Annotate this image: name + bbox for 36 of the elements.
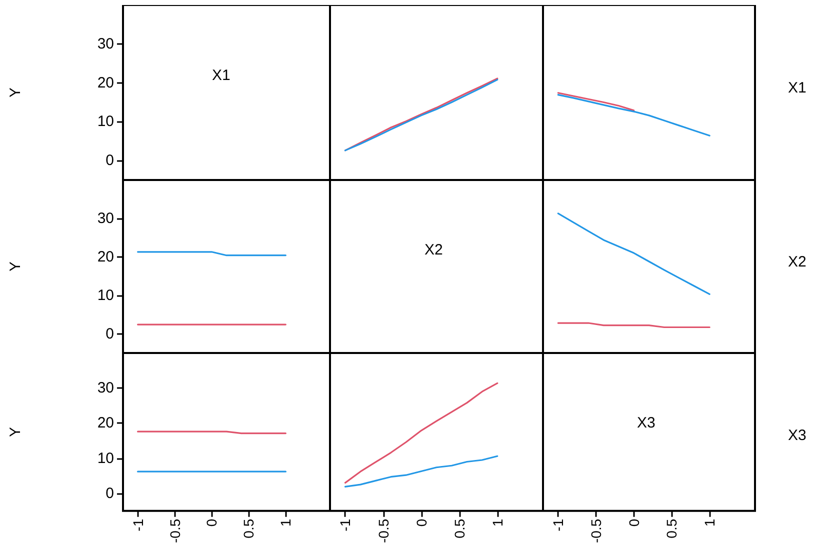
x-tick-label: 1: [702, 518, 718, 527]
annotation: X1: [212, 67, 230, 84]
x-tick-label: -0.5: [166, 518, 183, 543]
y-tick-label: 0: [106, 325, 114, 342]
x-tick-label: 1: [489, 518, 506, 527]
x-tick-label: 0: [204, 518, 220, 527]
annotation: X2: [424, 241, 443, 258]
x-tick-label: -1: [130, 518, 146, 532]
y-tick-label: 0: [106, 484, 114, 502]
x-tick-label: 0.5: [664, 518, 680, 538]
y-tick-label: 10: [97, 286, 114, 304]
y-tick-label: 0: [106, 152, 114, 170]
y-tick-label: 20: [97, 74, 114, 92]
y2-axis-title: X3: [788, 427, 806, 444]
x-tick-label: 0.5: [451, 518, 468, 538]
y-tick-label: 20: [97, 248, 114, 266]
x-tick-label: -1: [550, 518, 566, 532]
x-tick-label: 0: [626, 518, 642, 527]
y2-axis-title: X1: [788, 80, 806, 96]
y-tick-label: 10: [97, 113, 114, 130]
y-tick-label: 30: [97, 210, 114, 227]
y-tick-label: 10: [97, 450, 114, 467]
y-axis-title: Y: [7, 87, 24, 98]
y2-axis-title: X2: [788, 254, 806, 270]
x-tick-label: -0.5: [588, 518, 604, 543]
y-axis-title: Y: [7, 261, 24, 272]
y-tick-label: 30: [97, 35, 114, 52]
annotation: X3: [637, 414, 656, 432]
y-tick-label: 30: [97, 380, 114, 397]
y-axis-title: Y: [7, 426, 24, 437]
x-tick-label: -1: [337, 518, 354, 532]
x-tick-label: 0: [413, 518, 430, 527]
x-tick-label: -0.5: [375, 518, 392, 543]
x-tick-label: 0.5: [240, 518, 257, 538]
y-tick-label: 20: [97, 414, 114, 432]
x-tick-label: 1: [278, 518, 294, 527]
